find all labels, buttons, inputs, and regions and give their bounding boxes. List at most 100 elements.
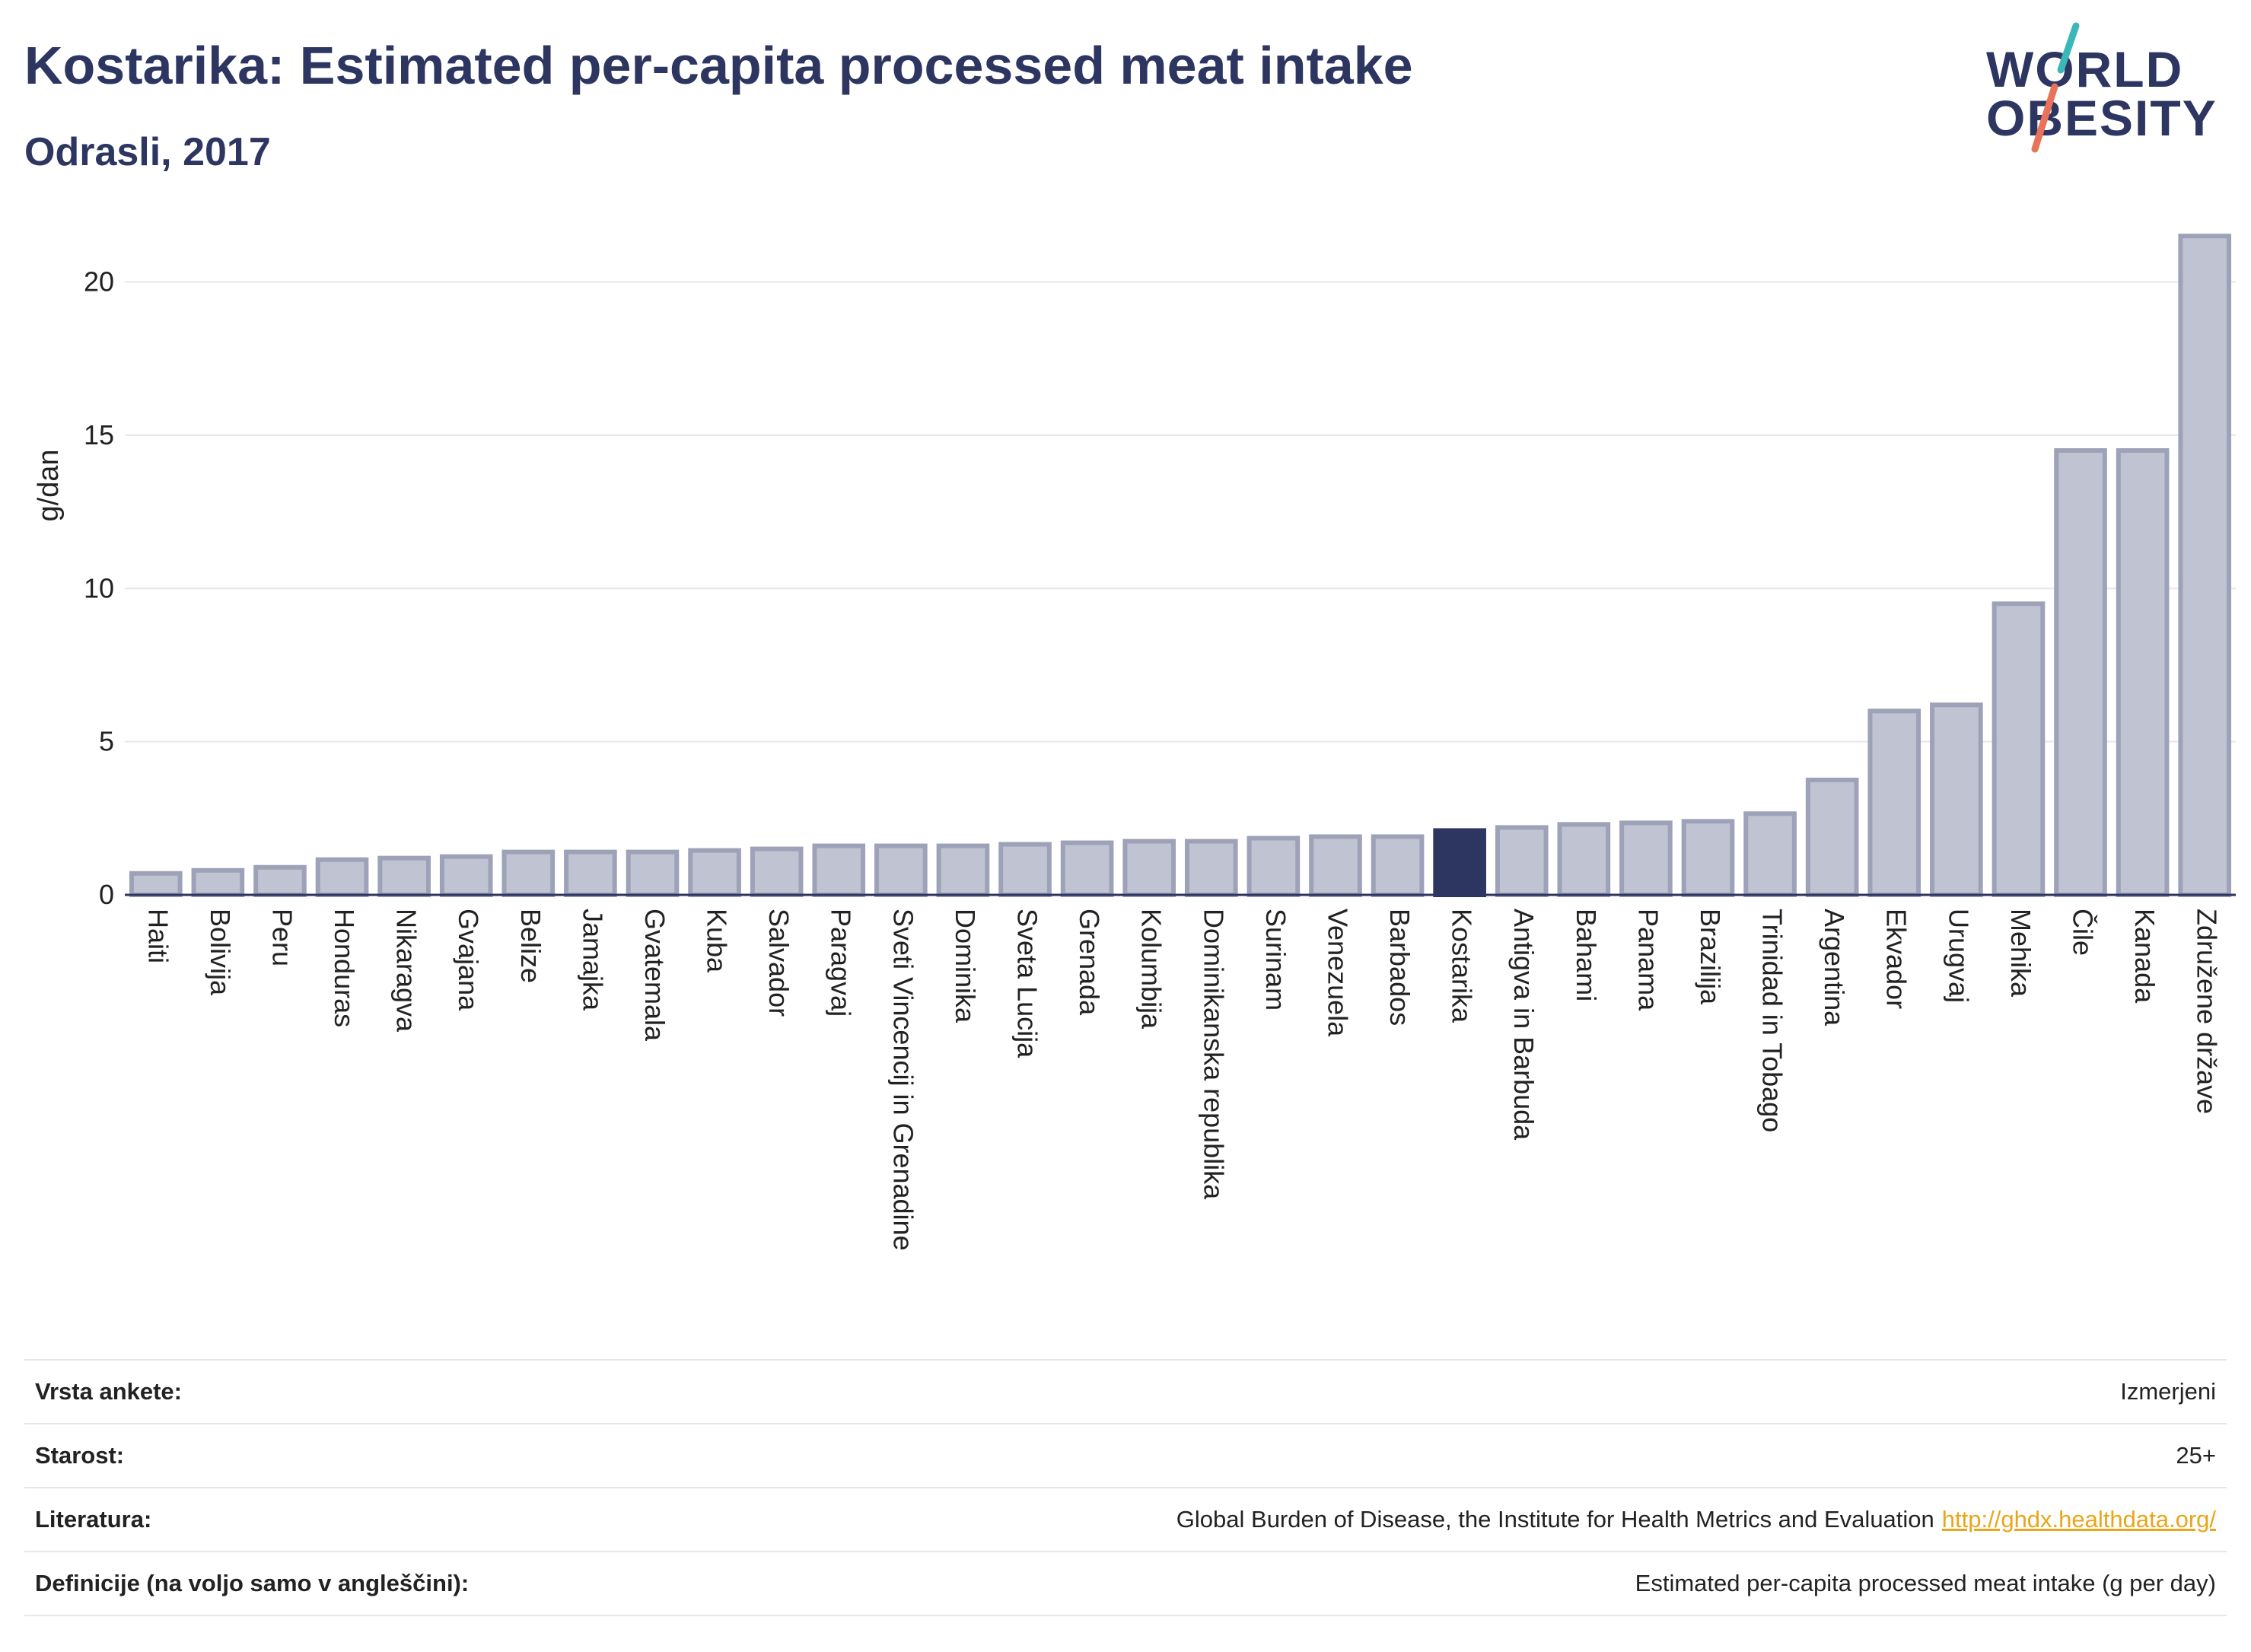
- x-tick-label: Kostarika: [1447, 909, 1478, 1023]
- reference-text: Global Burden of Disease, the Institute …: [1176, 1506, 1934, 1533]
- x-tick-label: Nikaragva: [391, 909, 422, 1033]
- x-tick-label: Ekvador: [1881, 909, 1912, 1009]
- x-tick-label: Mehika: [2005, 909, 2036, 998]
- x-tick-label: Surinam: [1260, 909, 1291, 1011]
- bar-panama[interactable]: [1619, 820, 1673, 897]
- logo-slash-icon: [2031, 22, 2080, 153]
- bar-urugvaj[interactable]: [1930, 702, 1983, 897]
- bar-kanada[interactable]: [2116, 448, 2170, 897]
- bar-haiti[interactable]: [129, 871, 183, 897]
- bar-združene-države[interactable]: [2178, 234, 2232, 898]
- bar-paragvaj[interactable]: [812, 843, 866, 898]
- x-tick-label: Sveta Lucija: [1012, 909, 1043, 1058]
- x-tick-label: Antigva in Barbuda: [1508, 909, 1539, 1141]
- y-tick-label: 5: [99, 726, 114, 757]
- bar-kolumbija[interactable]: [1122, 839, 1176, 897]
- y-tick-label: 15: [84, 419, 114, 450]
- x-tick-label: Kanada: [2129, 909, 2160, 1004]
- y-axis-label: g/dan: [33, 449, 65, 521]
- bar-sveti-vincencij-in-grenadine[interactable]: [874, 843, 928, 898]
- info-label: Definicije (na voljo samo v angleščini):: [35, 1570, 470, 1596]
- x-tick-label: Čile: [2068, 909, 2099, 956]
- bar-dominikanska-republika[interactable]: [1184, 839, 1238, 897]
- x-tick-label: Združene države: [2192, 909, 2223, 1114]
- x-tick-label: Dominika: [950, 909, 981, 1023]
- info-row-reference: Literatura: Global Burden of Disease, th…: [24, 1487, 2227, 1551]
- x-tick-label: Salvador: [763, 909, 794, 1017]
- x-tick-label: Peru: [266, 909, 298, 966]
- info-value-reference: Global Burden of Disease, the Institute …: [1176, 1506, 2227, 1533]
- bar-mehika[interactable]: [1992, 601, 2046, 898]
- bar-kostarika[interactable]: [1433, 828, 1486, 897]
- bar-brazilija[interactable]: [1681, 819, 1735, 898]
- bar-peru[interactable]: [253, 864, 307, 897]
- bar-honduras[interactable]: [315, 857, 369, 897]
- chart-title: Kostarika: Estimated per-capita processe…: [24, 36, 1413, 95]
- info-value: Izmerjeni: [2120, 1378, 2216, 1405]
- x-tick-label: Haiti: [142, 909, 174, 963]
- x-tick-label: Belize: [515, 909, 546, 983]
- x-tick-label: Trinidad in Tobago: [1757, 909, 1788, 1132]
- bar-dominika[interactable]: [936, 843, 990, 898]
- x-tick-label: Jamajka: [577, 909, 608, 1011]
- info-value: 25+: [2176, 1442, 2216, 1469]
- x-tick-label: Bahami: [1571, 909, 1602, 1001]
- bars: [129, 234, 2232, 898]
- gridlines: [125, 281, 2236, 743]
- x-tick-labels: Haiti Bolivija Peru Honduras Nikaragva Gvajan…: [142, 909, 2222, 1251]
- bar-antigva-in-barbuda[interactable]: [1495, 825, 1549, 898]
- bar-jamajka[interactable]: [564, 849, 617, 897]
- bar-belize[interactable]: [501, 849, 556, 897]
- x-tick-label: Gvatemala: [639, 909, 670, 1042]
- chart-subtitle: Odrasli, 2017: [24, 130, 271, 174]
- bar-trinidad-in-tobago[interactable]: [1743, 811, 1797, 898]
- x-tick-label: Gvajana: [453, 909, 484, 1011]
- bar-bahami[interactable]: [1557, 822, 1611, 898]
- y-tick-label: 20: [84, 266, 114, 298]
- bar-surinam[interactable]: [1246, 836, 1301, 898]
- x-tick-label: Kolumbija: [1136, 909, 1167, 1030]
- x-tick-label: Paragvaj: [826, 909, 857, 1017]
- x-tick-label: Venezuela: [1322, 909, 1353, 1037]
- x-tick-label: Sveti Vincencij in Grenadine: [887, 909, 919, 1251]
- x-tick-label: Dominikanska republika: [1198, 909, 1229, 1200]
- info-table: Vrsta ankete: Izmerjeni Starost: 25+ Lit…: [24, 1359, 2227, 1616]
- x-tick-label: Argentina: [1819, 909, 1850, 1027]
- info-row-definition: Definicije (na voljo samo v angleščini):…: [24, 1551, 2227, 1616]
- x-tick-label: Urugvaj: [1943, 909, 1974, 1003]
- bar-nikaragva[interactable]: [377, 855, 431, 898]
- bar-sveta-lucija[interactable]: [998, 842, 1052, 897]
- bar-kuba[interactable]: [688, 848, 741, 898]
- y-tick-labels: 0 5 10 15 20: [84, 266, 114, 910]
- x-tick-label: Panama: [1632, 909, 1664, 1011]
- logo-text-line2: OBESITY: [1986, 90, 2218, 146]
- bar-gvajana[interactable]: [439, 854, 493, 898]
- x-tick-label: Grenada: [1074, 909, 1105, 1016]
- bar-salvador[interactable]: [750, 846, 804, 897]
- bar-gvatemala[interactable]: [626, 849, 680, 897]
- x-tick-label: Kuba: [702, 909, 733, 973]
- x-tick-label: Bolivija: [205, 909, 236, 996]
- y-tick-label: 0: [99, 879, 114, 910]
- world-obesity-logo[interactable]: WORLD OBESITY: [1986, 21, 2237, 158]
- bar-ekvador[interactable]: [1867, 708, 1921, 898]
- bar-čile[interactable]: [2054, 448, 2107, 897]
- info-row-survey-type: Vrsta ankete: Izmerjeni: [24, 1359, 2227, 1423]
- reference-link[interactable]: http://ghdx.healthdata.org/: [1941, 1506, 2216, 1533]
- info-label: Starost:: [35, 1442, 125, 1469]
- bar-chart: 0 5 10 15 20 Haiti Bolivija Peru Honduras Nikara…: [33, 234, 2236, 1251]
- x-tick-label: Brazilija: [1695, 909, 1726, 1005]
- bar-barbados[interactable]: [1371, 834, 1425, 897]
- bar-venezuela[interactable]: [1309, 834, 1362, 897]
- x-tick-label: Barbados: [1384, 909, 1415, 1026]
- info-label: Vrsta ankete:: [35, 1378, 182, 1405]
- y-tick-label: 10: [84, 572, 114, 603]
- info-row-age: Starost: 25+: [24, 1423, 2227, 1487]
- info-value: Estimated per-capita processed meat inta…: [1635, 1570, 2216, 1596]
- logo-text-line1: WORLD: [1986, 41, 2184, 97]
- bar-bolivija[interactable]: [191, 867, 245, 897]
- info-label: Literatura:: [35, 1506, 152, 1533]
- x-tick-label: Honduras: [329, 909, 360, 1027]
- bar-argentina[interactable]: [1805, 777, 1859, 898]
- bar-grenada[interactable]: [1060, 840, 1114, 898]
